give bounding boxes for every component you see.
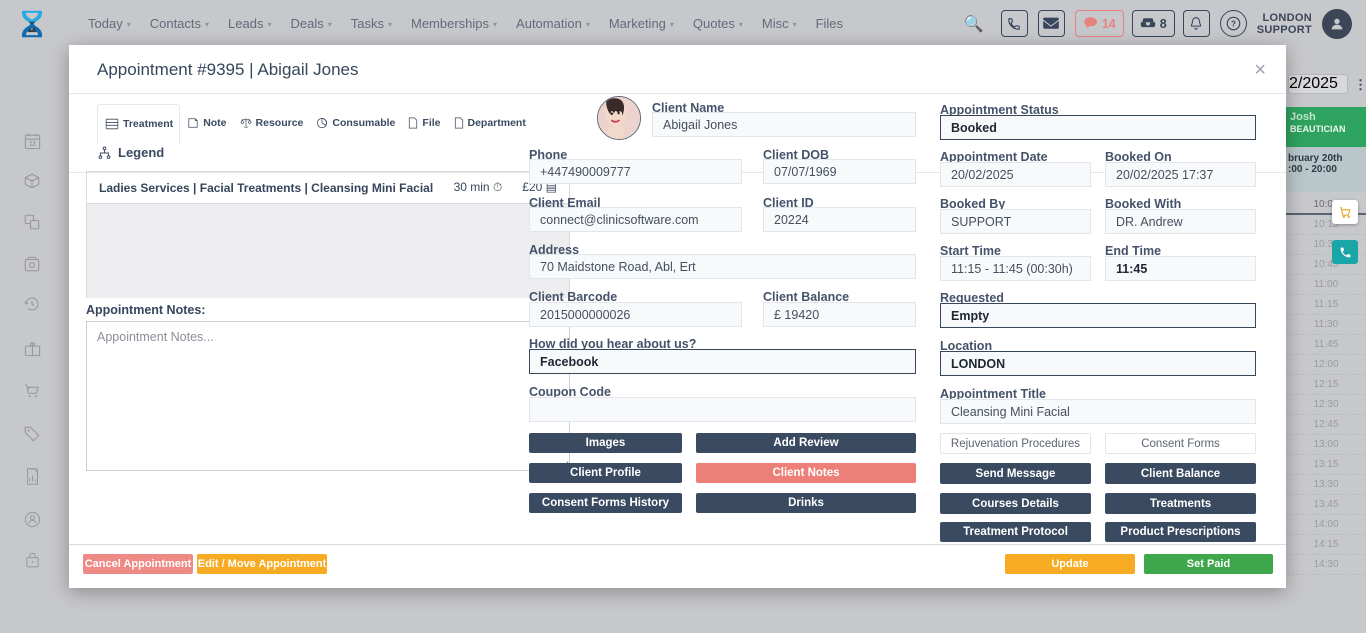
svg-text:?: ? — [1231, 20, 1236, 29]
svg-text:12: 12 — [29, 141, 36, 147]
